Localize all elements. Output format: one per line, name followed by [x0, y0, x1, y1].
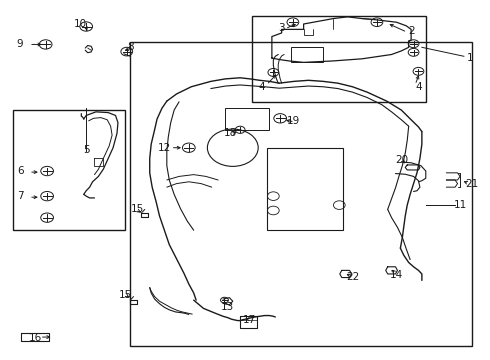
- Text: 1: 1: [466, 53, 473, 63]
- Bar: [252, 16, 426, 102]
- Bar: [130, 42, 472, 346]
- Text: 19: 19: [287, 116, 300, 126]
- Text: 16: 16: [29, 333, 43, 343]
- Text: 15: 15: [119, 291, 132, 301]
- Text: 10: 10: [74, 19, 87, 29]
- Bar: [292, 47, 323, 62]
- Text: 17: 17: [243, 315, 256, 325]
- Text: 14: 14: [390, 270, 403, 280]
- Text: 6: 6: [17, 166, 24, 176]
- Text: 7: 7: [17, 191, 24, 201]
- Text: 11: 11: [453, 200, 466, 210]
- Text: 21: 21: [466, 179, 479, 189]
- Text: 20: 20: [395, 155, 408, 165]
- Bar: [267, 148, 343, 230]
- Text: 5: 5: [83, 144, 90, 154]
- Bar: [225, 108, 270, 130]
- Text: 2: 2: [408, 26, 415, 36]
- Text: 4: 4: [259, 82, 266, 92]
- Text: 15: 15: [131, 204, 144, 214]
- Text: 8: 8: [127, 42, 133, 52]
- Bar: [13, 110, 125, 230]
- Text: 12: 12: [158, 143, 171, 153]
- Text: 4: 4: [415, 82, 422, 92]
- Text: 22: 22: [346, 272, 359, 282]
- Text: 3: 3: [278, 23, 285, 33]
- Text: 18: 18: [224, 129, 237, 138]
- Text: 9: 9: [16, 39, 23, 49]
- Text: 13: 13: [221, 302, 235, 312]
